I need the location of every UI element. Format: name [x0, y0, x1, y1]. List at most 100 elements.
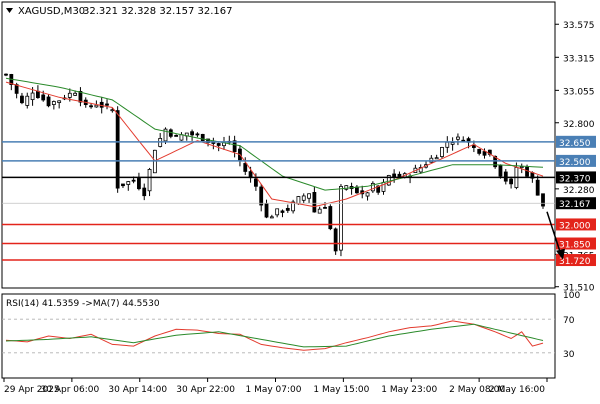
candle-body [4, 73, 8, 76]
candle-body [418, 167, 423, 173]
candle-body [312, 191, 317, 213]
level-label: 32.500 [559, 158, 591, 168]
y-tick-label: 31.510 [563, 284, 595, 294]
candle-body [36, 90, 40, 99]
candle-body [269, 216, 274, 219]
candle-body [519, 166, 524, 168]
x-tick-label: 30 Apr 06:00 [41, 385, 100, 395]
down-arrow-head-icon [556, 248, 565, 260]
candle-body [477, 149, 482, 154]
candle-body [57, 100, 62, 103]
candle-body [307, 193, 311, 199]
down-arrow-shaft [546, 211, 562, 255]
candle-body [482, 151, 487, 156]
candle-body [243, 163, 248, 172]
y-tick-label: 32.800 [563, 120, 595, 130]
candle-body [94, 104, 99, 108]
candle-body [344, 185, 349, 190]
main-panel-frame [1, 1, 556, 289]
level-label: 31.720 [559, 257, 591, 267]
rsi-tick-label: 30 [563, 350, 575, 360]
candle-body [323, 206, 327, 209]
candle-body [179, 134, 184, 141]
candle-body [78, 91, 83, 103]
candle-body [535, 179, 540, 196]
rsi-header: RSI(14) 41.5359 ->MA(7) 44.5530 [6, 299, 160, 309]
candle-body [131, 179, 136, 182]
chart-header-ohlc: 32.321 32.328 32.157 32.167 [83, 6, 233, 17]
level-label-box [556, 154, 596, 167]
x-tick-label: 30 Apr 22:00 [176, 385, 235, 395]
candle-body [195, 133, 200, 136]
candle-body [525, 166, 529, 177]
rsi-tick-label: 100 [563, 291, 580, 301]
x-tick-label: 1 May 23:00 [381, 385, 437, 395]
candle-body [365, 192, 370, 197]
candle-body [51, 101, 56, 105]
candle-body [126, 181, 131, 185]
rsi-panel-frame [1, 293, 556, 379]
candle-body [445, 141, 450, 148]
candle-body [264, 203, 269, 218]
candle-body [291, 201, 296, 212]
moving-average-line-2 [5, 77, 544, 191]
y-tick-label: 33.575 [563, 21, 595, 31]
candle-body [392, 173, 397, 178]
candle-body [67, 92, 72, 98]
candle-body [46, 96, 51, 107]
x-tick-label: 2 May 08:00 [449, 385, 505, 395]
level-label-box [556, 237, 596, 250]
candle-body [30, 92, 35, 101]
candle-body [174, 135, 179, 137]
candle-body [216, 143, 221, 146]
candle-body [115, 110, 120, 189]
candle-body [397, 173, 402, 177]
rsi-tick-label: 70 [563, 316, 575, 326]
rsi-ma-line [5, 323, 544, 348]
x-tick-label: 1 May 07:00 [246, 385, 302, 395]
candle-body [275, 208, 280, 216]
candle-body [503, 171, 508, 182]
candle-body [285, 207, 290, 211]
x-tick-label: 1 May 15:00 [313, 385, 369, 395]
y-tick-label: 32.280 [563, 186, 595, 196]
candle-body [440, 147, 444, 157]
level-label-box [556, 254, 596, 267]
current-price-box [556, 197, 596, 210]
dropdown-triangle-icon[interactable] [6, 8, 13, 13]
candle-body [355, 186, 359, 194]
candle-body [386, 175, 391, 186]
level-label-box [556, 135, 596, 148]
chart-header-symbol: XAGUSD,M30 [18, 6, 85, 17]
candle-body [232, 140, 237, 152]
level-label: 32.370 [559, 174, 591, 184]
candle-body [200, 133, 205, 142]
candle-body [253, 178, 258, 187]
candle-body [376, 185, 381, 193]
candle-body [89, 105, 93, 108]
level-label-box [556, 218, 596, 231]
candle-body [147, 169, 152, 192]
candle-body [41, 94, 46, 101]
level-label: 32.000 [559, 221, 591, 231]
y-tick-label: 33.315 [563, 54, 595, 64]
candle-body [121, 183, 125, 187]
candle-body [20, 95, 24, 104]
level-label: 32.650 [559, 139, 591, 149]
candle-body [25, 95, 30, 106]
moving-average-line-1 [5, 81, 544, 208]
candle-body [73, 92, 78, 96]
candle-body [541, 193, 545, 207]
candle-body [301, 195, 306, 201]
y-tick-label: 33.055 [563, 87, 595, 97]
level-label-box [556, 171, 596, 184]
x-tick-label: 30 Apr 14:00 [108, 385, 167, 395]
rsi-line [5, 320, 544, 351]
candle-body [142, 187, 147, 197]
candle-body [280, 210, 285, 213]
candle-body [105, 103, 109, 106]
candle-body [137, 178, 141, 190]
